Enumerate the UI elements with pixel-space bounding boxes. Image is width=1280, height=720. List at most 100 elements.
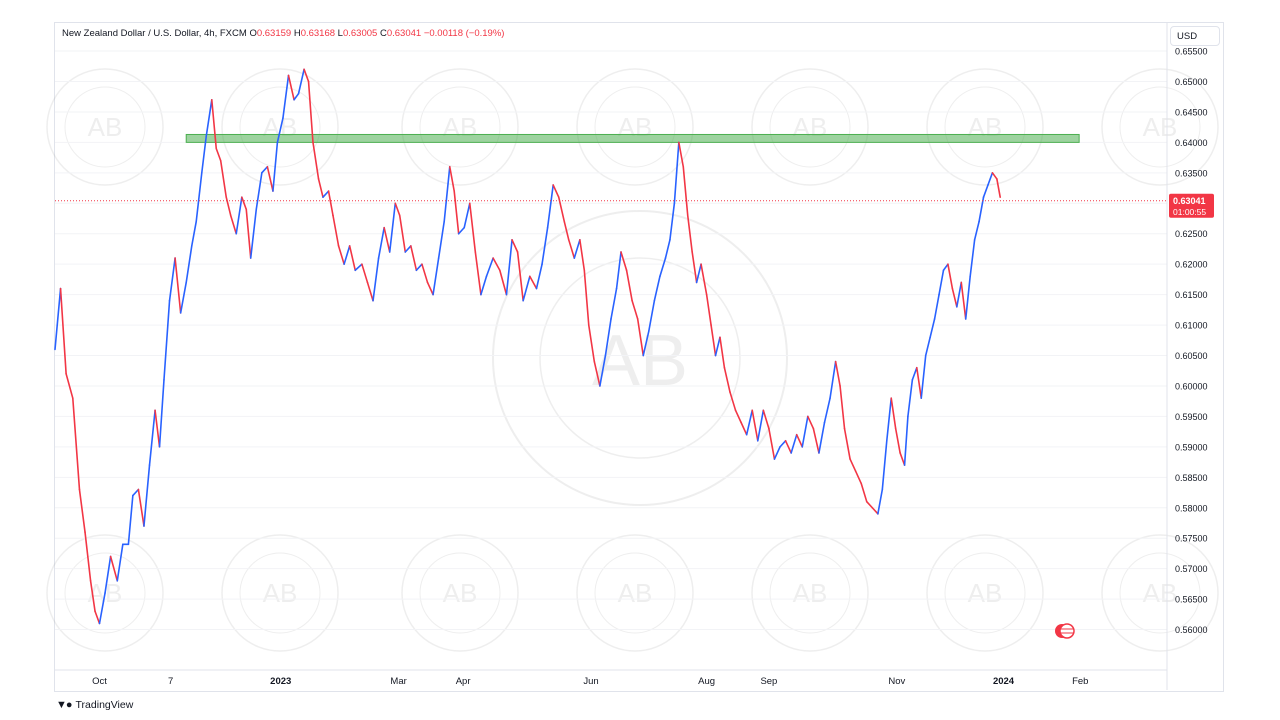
price-segment (593, 360, 601, 387)
price-segment (682, 165, 689, 217)
change-value: −0.00118 (−0.19%) (423, 28, 505, 39)
price-segment (673, 141, 680, 205)
price-segment (903, 415, 909, 466)
price-segment (453, 190, 460, 235)
price-segment (987, 172, 994, 186)
price-segment (394, 202, 401, 217)
x-tick-label: 2024 (993, 676, 1015, 687)
price-segment (71, 397, 81, 491)
price-segment (241, 196, 248, 211)
price-segment (78, 488, 86, 533)
tradingview-brand: TradingView (75, 699, 134, 711)
high-value: 0.63168 (300, 28, 336, 39)
price-segment (779, 439, 787, 448)
price-segment (219, 159, 228, 198)
price-segment (653, 275, 661, 302)
seal-inner-ring (594, 552, 676, 634)
price-segment (567, 239, 576, 259)
price-segment (287, 74, 295, 101)
price-segment (911, 366, 918, 381)
price-segment (98, 592, 106, 625)
price-segment (620, 251, 628, 272)
price-segment (432, 257, 440, 296)
price-segment (546, 184, 554, 229)
price-segment (729, 391, 737, 412)
watermark-seal: AB (221, 68, 339, 186)
price-segment (535, 263, 543, 290)
price-axis[interactable]: 0.65500 0.65000 0.64500 0.64000 0.63500 0.630… (1175, 47, 1208, 636)
price-segment (723, 366, 731, 393)
y-tick-label: 0.58500 (1175, 473, 1208, 483)
seal-monogram: AB (443, 578, 478, 608)
price-segment (332, 214, 340, 247)
price-segment (84, 531, 92, 582)
price-segment (573, 239, 581, 259)
price-segment (185, 245, 193, 284)
price-segment (426, 281, 434, 296)
price-segment (415, 263, 423, 272)
price-segment (474, 251, 482, 296)
x-tick-label: Apr (456, 676, 471, 687)
price-segment (293, 92, 300, 101)
price-segment (163, 299, 171, 381)
seal-inner-ring (239, 86, 321, 168)
price-segment (877, 488, 884, 515)
seal-ring (576, 534, 694, 652)
price-segment (969, 239, 976, 278)
seal-monogram: AB (968, 578, 1003, 608)
x-tick-label: Oct (92, 676, 107, 687)
price-segment (511, 239, 519, 253)
low-value: 0.63005 (342, 28, 378, 39)
price-segment (143, 464, 151, 527)
price-segment (915, 366, 923, 399)
time-axis[interactable]: Oct 7 2023 Mar Apr Jun Aug Sep Nov 2024 Feb (92, 676, 1088, 687)
y-tick-label: 0.61500 (1175, 290, 1208, 300)
price-segment (104, 555, 112, 594)
close-label: C (379, 28, 387, 39)
seal-ring (492, 210, 788, 506)
seal-inner-ring (539, 257, 741, 459)
price-segment (899, 452, 906, 466)
price-segment (768, 427, 776, 460)
price-segment (174, 257, 182, 314)
price-segment (659, 257, 667, 278)
price-segment (686, 214, 693, 253)
price-segment (951, 287, 958, 308)
price-segment (59, 287, 67, 375)
price-segment (920, 354, 927, 399)
price-segment (132, 488, 140, 497)
price-segment (312, 141, 320, 180)
price-segment (361, 263, 369, 284)
price-segment (249, 208, 258, 259)
price-segment (871, 506, 879, 515)
seal-inner-ring (1119, 86, 1201, 168)
tradingview-logo-icon: ▼● (56, 699, 73, 711)
price-segment (734, 409, 742, 424)
seal-ring (401, 534, 519, 652)
currency-button[interactable]: USD (1170, 26, 1220, 46)
price-segment (807, 415, 815, 430)
price-segment (839, 385, 846, 430)
price-segment (599, 354, 607, 387)
price-segment (516, 251, 524, 302)
price-segment (195, 172, 203, 223)
y-tick-label: 0.59000 (1175, 442, 1208, 452)
seal-monogram: AB (618, 578, 653, 608)
x-tick-label: Sep (760, 676, 777, 687)
price-segment (705, 293, 712, 326)
price-segment (485, 257, 494, 278)
price-segment (823, 397, 831, 424)
price-segment (812, 427, 820, 454)
high-label: H (293, 28, 301, 39)
price-segment (372, 257, 380, 302)
watermark-seal: AB (1101, 68, 1219, 186)
resistance-zone[interactable] (185, 133, 1080, 143)
price-segment (801, 415, 809, 448)
resistance-zone-box[interactable] (185, 133, 1080, 143)
open-value: 0.63159 (256, 28, 292, 39)
price-segment (625, 269, 633, 302)
price-segment (865, 500, 874, 509)
price-segment (751, 409, 759, 442)
tradingview-logo[interactable]: ▼● TradingView (56, 699, 133, 711)
